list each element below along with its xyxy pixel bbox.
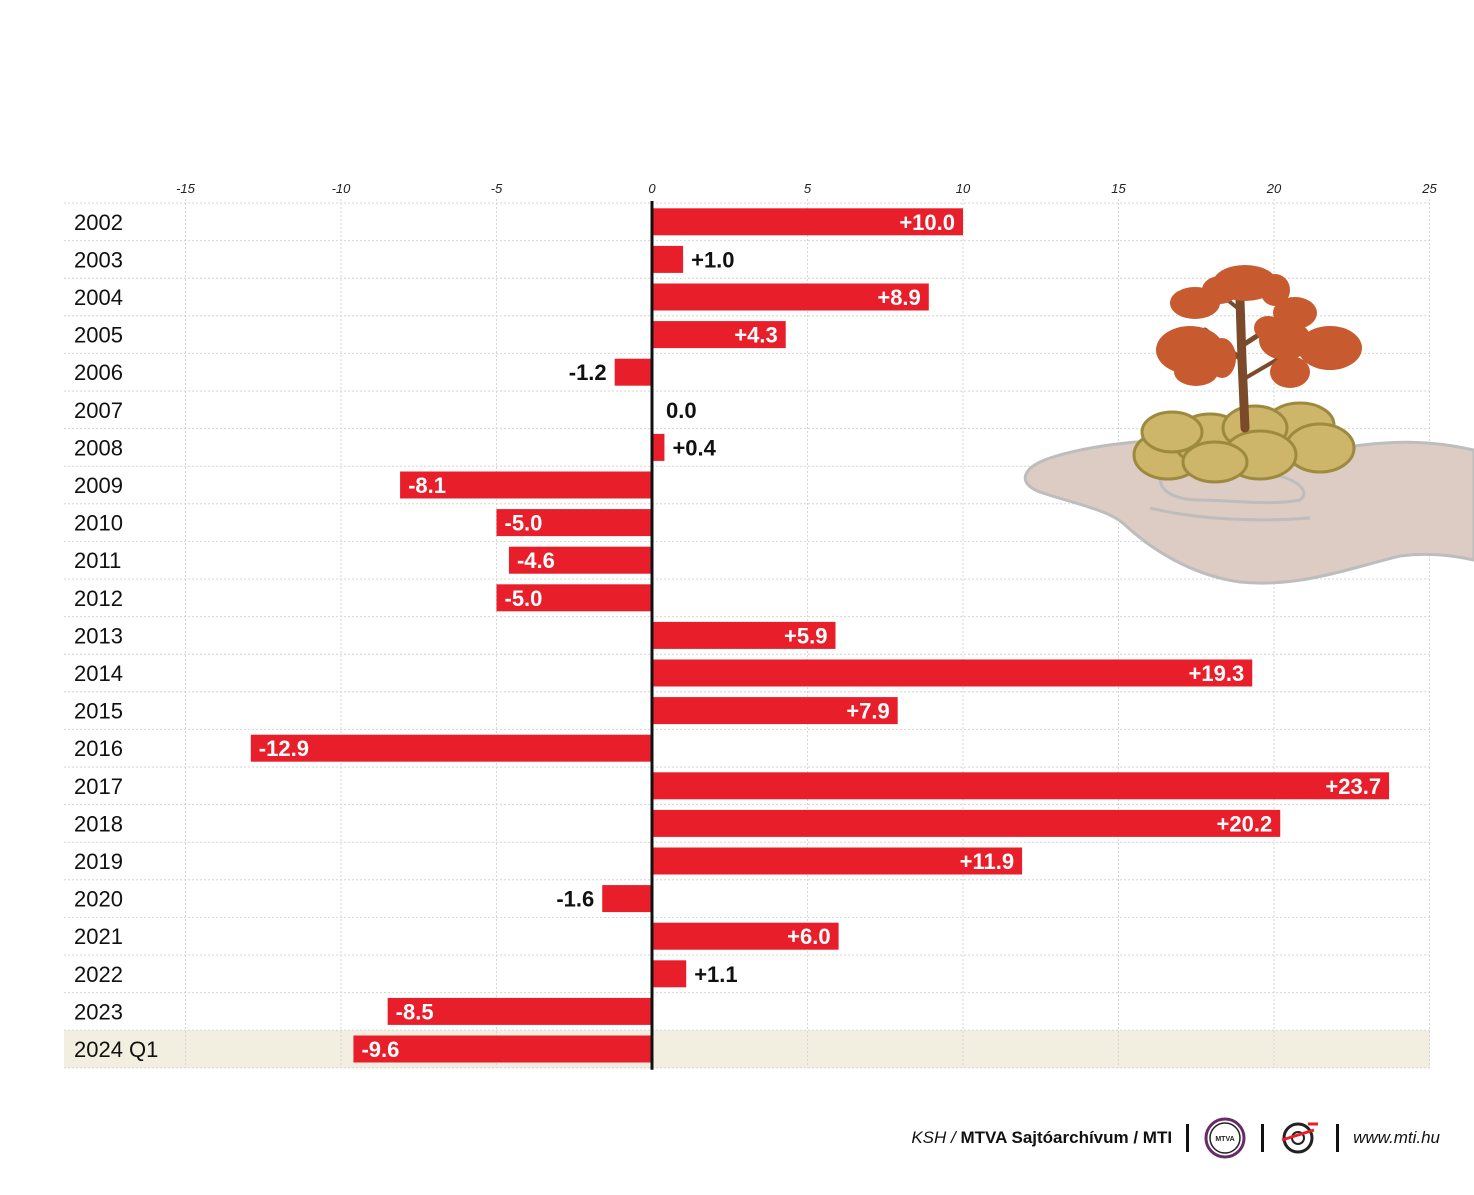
data-label: -1.6 bbox=[556, 887, 594, 912]
data-label: -8.5 bbox=[396, 999, 434, 1024]
data-label: -5.0 bbox=[505, 511, 543, 536]
bar[interactable] bbox=[652, 697, 898, 725]
category-label: 2015 bbox=[74, 699, 123, 724]
source-main: MTVA Sajtóarchívum / MTI bbox=[960, 1128, 1173, 1147]
category-label: 2004 bbox=[74, 285, 123, 310]
bar[interactable] bbox=[387, 997, 652, 1025]
data-label: +10.0 bbox=[899, 210, 955, 235]
category-label: 2017 bbox=[74, 774, 123, 799]
bar[interactable] bbox=[652, 809, 1281, 837]
bar[interactable] bbox=[250, 734, 652, 762]
x-tick-label: 20 bbox=[1266, 181, 1282, 196]
category-label: 2010 bbox=[74, 511, 123, 536]
bar[interactable] bbox=[496, 509, 653, 537]
data-label: +4.3 bbox=[734, 323, 777, 348]
mti-logo bbox=[1281, 1122, 1319, 1154]
data-label: +11.9 bbox=[960, 849, 1014, 874]
data-label: -9.6 bbox=[361, 1037, 399, 1062]
category-label: 2006 bbox=[74, 360, 123, 385]
website-link[interactable]: www.mti.hu bbox=[1353, 1128, 1440, 1147]
bar[interactable] bbox=[652, 922, 839, 950]
finger-line bbox=[1149, 506, 1311, 522]
separator bbox=[1261, 1124, 1265, 1152]
bar[interactable] bbox=[652, 847, 1023, 875]
data-label: +1.0 bbox=[691, 247, 734, 272]
separator bbox=[1336, 1124, 1340, 1152]
data-label: -5.0 bbox=[505, 586, 543, 611]
bar[interactable] bbox=[400, 471, 652, 499]
category-label: 2014 bbox=[74, 661, 123, 686]
mtva-logo: MTVA bbox=[1204, 1117, 1246, 1159]
bar[interactable] bbox=[353, 1035, 652, 1063]
category-label: 2019 bbox=[74, 849, 123, 874]
category-label: 2005 bbox=[74, 323, 123, 348]
footer: KSH / MTVA Sajtóarchívum / MTI MTVA www.… bbox=[880, 1117, 1440, 1159]
data-label: +0.4 bbox=[672, 435, 716, 460]
data-label: +23.7 bbox=[1325, 774, 1381, 799]
category-label: 2018 bbox=[74, 811, 123, 836]
category-label: 2009 bbox=[74, 473, 123, 498]
x-tick-label: 15 bbox=[1111, 181, 1126, 196]
bar[interactable] bbox=[652, 283, 929, 311]
data-label: -4.6 bbox=[517, 548, 555, 573]
category-label: 2013 bbox=[74, 623, 123, 648]
bar[interactable] bbox=[652, 245, 684, 273]
category-label: 2008 bbox=[74, 435, 123, 460]
category-label: 2002 bbox=[74, 210, 123, 235]
x-tick-label: -15 bbox=[176, 181, 196, 196]
bar[interactable] bbox=[652, 208, 963, 236]
category-label: 2024 Q1 bbox=[74, 1037, 158, 1062]
category-label: 2012 bbox=[74, 586, 123, 611]
bar[interactable] bbox=[652, 659, 1253, 687]
category-label: 2022 bbox=[74, 962, 123, 987]
category-label: 2016 bbox=[74, 736, 123, 761]
hand-with-coins-tree-illustration bbox=[1023, 265, 1474, 585]
bar[interactable] bbox=[496, 584, 653, 612]
category-label: 2020 bbox=[74, 887, 123, 912]
x-tick-label: -5 bbox=[491, 181, 503, 196]
bar[interactable] bbox=[652, 772, 1390, 800]
source-prefix: KSH / bbox=[911, 1128, 956, 1147]
category-label: 2023 bbox=[74, 999, 123, 1024]
data-label: +1.1 bbox=[694, 962, 737, 987]
category-label: 2007 bbox=[74, 398, 123, 423]
mtva-logo-text: MTVA bbox=[1215, 1136, 1234, 1143]
bar[interactable] bbox=[652, 321, 786, 349]
data-label: +6.0 bbox=[787, 924, 830, 949]
bar[interactable] bbox=[652, 433, 665, 461]
data-label: +8.9 bbox=[877, 285, 920, 310]
category-label: 2003 bbox=[74, 247, 123, 272]
data-label: -8.1 bbox=[408, 473, 446, 498]
bar[interactable] bbox=[602, 885, 652, 913]
x-tick-label: 0 bbox=[648, 181, 656, 196]
highlight-row-bg bbox=[64, 1030, 1430, 1068]
data-label: +20.2 bbox=[1217, 811, 1273, 836]
data-label: +5.9 bbox=[784, 623, 827, 648]
x-tick-label: 5 bbox=[804, 181, 812, 196]
separator bbox=[1186, 1124, 1190, 1152]
x-tick-label: 10 bbox=[956, 181, 971, 196]
bar[interactable] bbox=[508, 546, 652, 574]
bar[interactable] bbox=[614, 358, 652, 386]
data-label: +19.3 bbox=[1189, 661, 1245, 686]
x-tick-label: -10 bbox=[332, 181, 352, 196]
data-label: +7.9 bbox=[846, 699, 889, 724]
data-label: -12.9 bbox=[259, 736, 309, 761]
data-label: -1.2 bbox=[569, 360, 607, 385]
bar[interactable] bbox=[652, 960, 687, 988]
coin-pile bbox=[1132, 401, 1356, 484]
category-label: 2021 bbox=[74, 924, 123, 949]
category-label: 2011 bbox=[74, 548, 121, 573]
bar[interactable] bbox=[652, 621, 836, 649]
source-credit: KSH / MTVA Sajtóarchívum / MTI bbox=[911, 1128, 1172, 1148]
tree-foliage bbox=[1156, 265, 1362, 388]
data-label: 0.0 bbox=[666, 398, 697, 423]
x-tick-label: 25 bbox=[1421, 181, 1437, 196]
